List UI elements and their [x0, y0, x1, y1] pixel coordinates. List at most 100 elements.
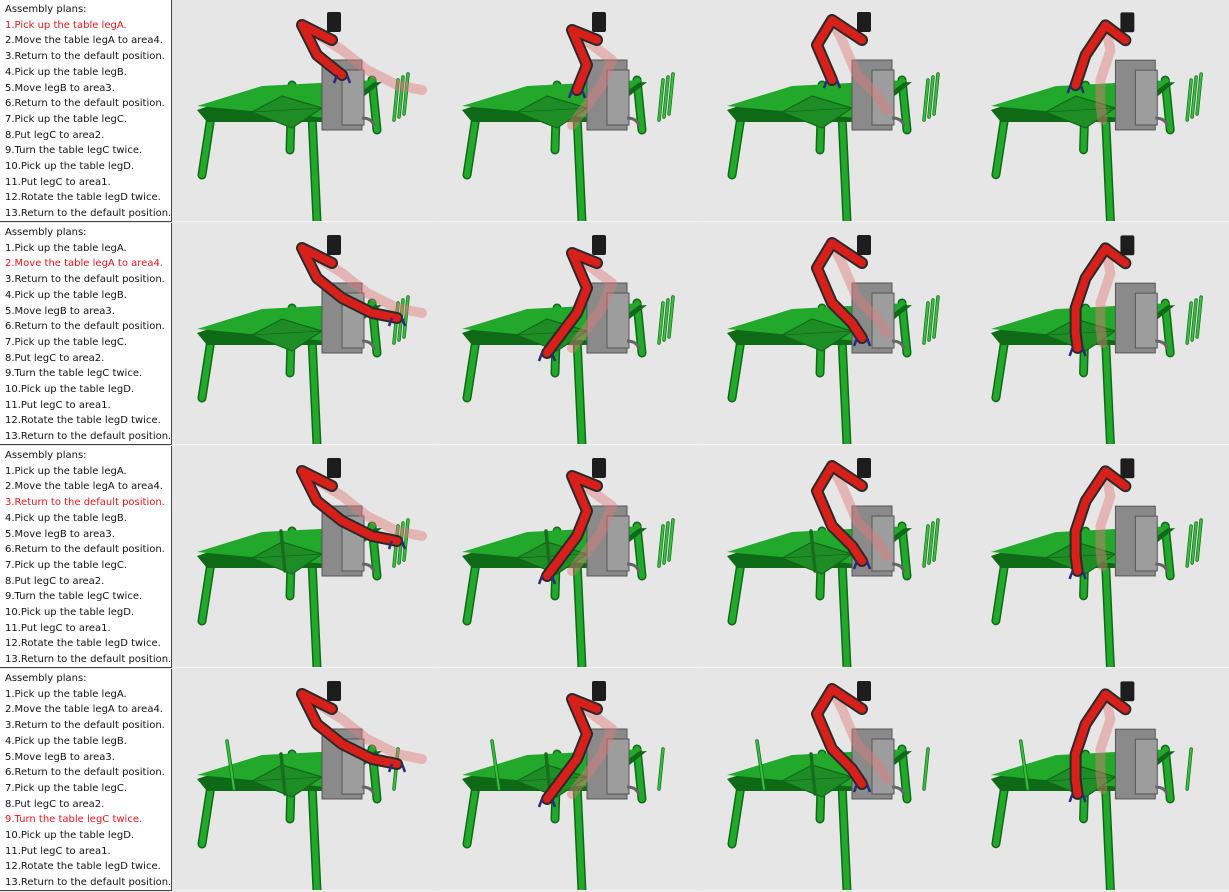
assembly-plan-panel: Assembly plans: 1.Pick up the table legA.… — [0, 669, 172, 891]
robot-arm-scene-icon — [437, 223, 701, 445]
assembly-step: 7.Pick up the table legC. — [5, 113, 127, 125]
assembly-step: 10.Pick up the table legD. — [5, 161, 135, 173]
robot-arm-scene-icon — [437, 0, 701, 222]
assembly-step: 4.Pick up the table legB. — [5, 66, 127, 78]
assembly-step: 4.Pick up the table legB. — [5, 735, 127, 747]
simulation-frame — [702, 223, 966, 445]
simulation-frame — [702, 0, 966, 222]
assembly-row: Assembly plans: 1.Pick up the table legA.… — [0, 446, 1229, 669]
assembly-step: 6.Return to the default position. — [5, 321, 165, 333]
simulation-frame — [172, 223, 436, 445]
scene-frame — [197, 12, 427, 222]
robot-arm-scene-icon — [437, 446, 701, 668]
assembly-step: 13.Return to the default position. — [5, 877, 172, 889]
robot-arm-scene-icon — [172, 446, 436, 668]
assembly-step: 2.Move the table legA to area4. — [5, 481, 163, 493]
assembly-step: 9.Turn the table legC twice. — [5, 591, 143, 603]
assembly-step: 5.Move legB to area3. — [5, 305, 115, 317]
scene-frame — [462, 235, 675, 445]
assembly-step: 12.Rotate the table legD twice. — [5, 861, 161, 873]
assembly-step: 10.Pick up the table legD. — [5, 830, 135, 842]
assembly-row: Assembly plans: 1.Pick up the table legA.… — [0, 0, 1229, 223]
assembly-plan-panel: Assembly plans: 1.Pick up the table legA.… — [0, 446, 172, 668]
assembly-step: 1.Pick up the table legA. — [5, 242, 127, 254]
scene-frame — [990, 458, 1203, 668]
assembly-plan-title: Assembly plans: — [5, 673, 87, 684]
scene-frame — [727, 12, 940, 222]
assembly-step: 5.Move legB to area3. — [5, 82, 115, 94]
assembly-step-active: 9.Turn the table legC twice. — [5, 814, 143, 826]
assembly-step: 9.Turn the table legC twice. — [5, 145, 143, 157]
robot-arm-scene-icon — [172, 669, 436, 891]
assembly-plan-title: Assembly plans: — [5, 4, 87, 15]
assembly-step: 11.Put legC to area1. — [5, 622, 111, 634]
robot-arm-scene-icon — [437, 669, 701, 891]
assembly-step: 11.Put legC to area1. — [5, 399, 111, 411]
robot-arm-scene-icon — [172, 0, 436, 222]
assembly-step: 3.Return to the default position. — [5, 274, 165, 286]
assembly-row: Assembly plans: 1.Pick up the table legA.… — [0, 223, 1229, 446]
simulation-frame — [437, 446, 701, 668]
assembly-step: 5.Move legB to area3. — [5, 751, 115, 763]
simulation-frame — [966, 446, 1229, 668]
assembly-step-active: 2.Move the table legA to area4. — [5, 258, 163, 270]
robot-arm-scene-icon — [966, 446, 1229, 668]
assembly-plan-panel: Assembly plans: 1.Pick up the table legA.… — [0, 223, 172, 445]
simulation-frame — [966, 223, 1229, 445]
simulation-frame — [437, 0, 701, 222]
assembly-step: 6.Return to the default position. — [5, 767, 165, 779]
scene-frame — [990, 681, 1193, 891]
assembly-step: 3.Return to the default position. — [5, 51, 165, 63]
scene-frame — [990, 12, 1203, 222]
scene-frame — [727, 681, 930, 891]
robot-arm-scene-icon — [702, 446, 966, 668]
robot-arm-scene-icon — [702, 223, 966, 445]
simulation-frame — [702, 669, 966, 891]
robot-arm-scene-icon — [702, 0, 966, 222]
assembly-step: 11.Put legC to area1. — [5, 845, 111, 857]
robot-arm-scene-icon — [966, 669, 1229, 891]
assembly-step: 4.Pick up the table legB. — [5, 289, 127, 301]
assembly-step: 3.Return to the default position. — [5, 720, 165, 732]
assembly-step: 12.Rotate the table legD twice. — [5, 415, 161, 427]
simulation-frame — [172, 0, 436, 222]
scene-frame — [727, 235, 940, 445]
simulation-frame — [172, 446, 436, 668]
assembly-step: 7.Pick up the table legC. — [5, 336, 127, 348]
assembly-plan-title: Assembly plans: — [5, 227, 87, 238]
assembly-step: 9.Turn the table legC twice. — [5, 368, 143, 380]
assembly-step: 1.Pick up the table legA. — [5, 465, 127, 477]
scene-frame — [462, 458, 675, 668]
scene-frame — [462, 681, 665, 891]
assembly-step: 7.Pick up the table legC. — [5, 782, 127, 794]
assembly-step: 6.Return to the default position. — [5, 544, 165, 556]
assembly-step: 11.Put legC to area1. — [5, 176, 111, 188]
assembly-step-active: 1.Pick up the table legA. — [5, 19, 127, 31]
assembly-step: 8.Put legC to area2. — [5, 575, 105, 587]
scene-frame — [197, 681, 427, 891]
simulation-frame — [437, 223, 701, 445]
robot-arm-scene-icon — [172, 223, 436, 445]
assembly-step: 4.Pick up the table legB. — [5, 512, 127, 524]
assembly-step: 12.Rotate the table legD twice. — [5, 638, 161, 650]
assembly-step: 7.Pick up the table legC. — [5, 559, 127, 571]
assembly-step: 1.Pick up the table legA. — [5, 688, 127, 700]
assembly-step: 13.Return to the default position. — [5, 431, 172, 443]
assembly-step: 5.Move legB to area3. — [5, 528, 115, 540]
assembly-step: 2.Move the table legA to area4. — [5, 35, 163, 47]
simulation-frame — [437, 669, 701, 891]
assembly-step-active: 3.Return to the default position. — [5, 497, 165, 509]
scene-frame — [462, 12, 675, 222]
robot-arm-scene-icon — [966, 0, 1229, 222]
robot-arm-scene-icon — [966, 223, 1229, 445]
assembly-step: 8.Put legC to area2. — [5, 352, 105, 364]
scene-frame — [727, 458, 940, 668]
simulation-frame — [702, 446, 966, 668]
assembly-step: 12.Rotate the table legD twice. — [5, 192, 161, 204]
assembly-plan-title: Assembly plans: — [5, 450, 87, 461]
simulation-frame — [172, 669, 436, 891]
assembly-step: 10.Pick up the table legD. — [5, 607, 135, 619]
assembly-step: 2.Move the table legA to area4. — [5, 704, 163, 716]
scene-frame — [990, 235, 1203, 445]
